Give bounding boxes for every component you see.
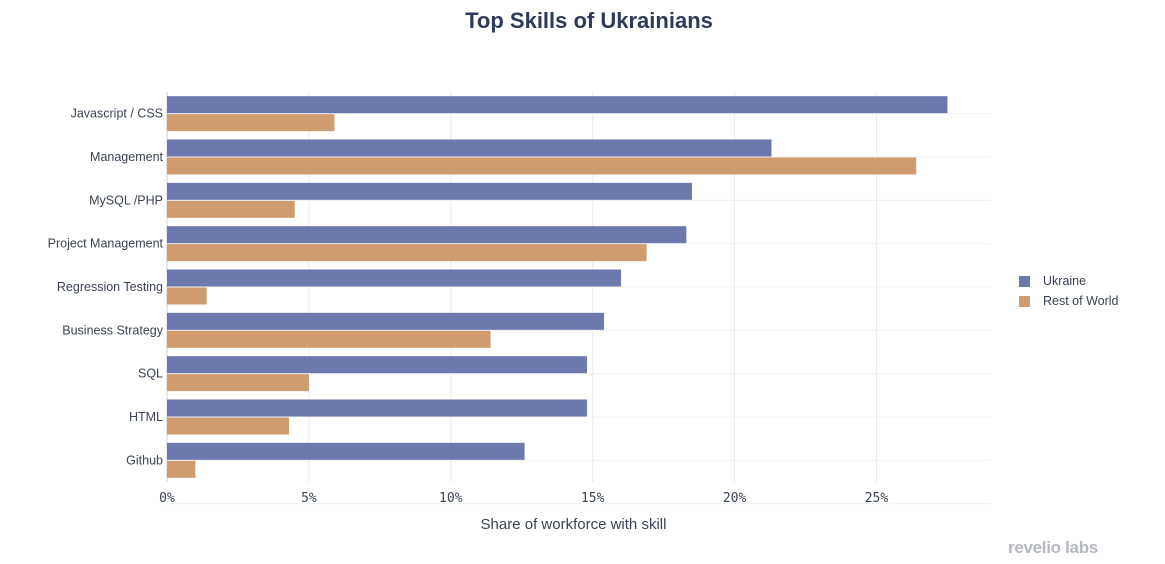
x-tick-label: 20% (723, 491, 747, 506)
bar-rest-of-world[interactable] (167, 287, 207, 305)
category-label: Javascript / CSS (71, 107, 163, 121)
category-label: Regression Testing (57, 280, 163, 294)
bar-rest-of-world[interactable] (167, 374, 309, 392)
legend-item-ukraine[interactable]: Ukraine (1019, 271, 1119, 291)
chart-title: Top Skills of Ukrainians (465, 8, 713, 33)
category-label: MySQL /PHP (89, 193, 163, 207)
bar-rest-of-world[interactable] (167, 244, 647, 262)
category-label: SQL (138, 367, 163, 381)
x-tick-label: 10% (439, 491, 463, 506)
bar-rest-of-world[interactable] (167, 157, 917, 175)
bar-ukraine[interactable] (167, 139, 772, 157)
legend-swatch-rest-of-world (1019, 295, 1030, 307)
bar-ukraine[interactable] (167, 312, 605, 330)
bar-ukraine[interactable] (167, 269, 622, 287)
gridlines (166, 92, 990, 505)
legend: Ukraine Rest of World (1019, 271, 1119, 311)
bar-ukraine[interactable] (167, 182, 693, 200)
category-label: Project Management (48, 237, 164, 251)
bar-ukraine[interactable] (167, 226, 687, 244)
category-label: Github (126, 453, 163, 467)
x-tick-label: 0% (159, 491, 175, 506)
brand-logo: revelio labs (1008, 538, 1098, 557)
category-label: HTML (129, 410, 163, 424)
legend-swatch-ukraine (1019, 275, 1030, 287)
bar-ukraine[interactable] (167, 356, 588, 374)
legend-label-ukraine: Ukraine (1043, 274, 1087, 288)
x-axis-title: Share of workforce with skill (481, 516, 667, 533)
x-tick-label: 25% (865, 491, 889, 506)
bar-rest-of-world[interactable] (167, 460, 196, 478)
x-tick-labels: 0% 5% 10% 15% 20% 25% (159, 491, 888, 506)
category-label: Management (90, 150, 163, 164)
bar-ukraine[interactable] (167, 399, 588, 417)
bar-rest-of-world[interactable] (167, 417, 290, 435)
bar-rest-of-world[interactable] (167, 114, 335, 132)
bar-rest-of-world[interactable] (167, 330, 491, 348)
bar-rest-of-world[interactable] (167, 200, 295, 218)
bars (167, 96, 948, 478)
legend-label-rest-of-world: Rest of World (1043, 294, 1119, 308)
x-tick-label: 15% (581, 491, 605, 506)
legend-item-rest-of-world[interactable]: Rest of World (1019, 291, 1119, 311)
bar-ukraine[interactable] (167, 96, 948, 114)
category-labels: Javascript / CSS Management MySQL /PHP Proj… (48, 107, 164, 468)
bar-ukraine[interactable] (167, 442, 525, 460)
category-label: Business Strategy (62, 323, 163, 337)
x-tick-label: 5% (301, 491, 317, 506)
